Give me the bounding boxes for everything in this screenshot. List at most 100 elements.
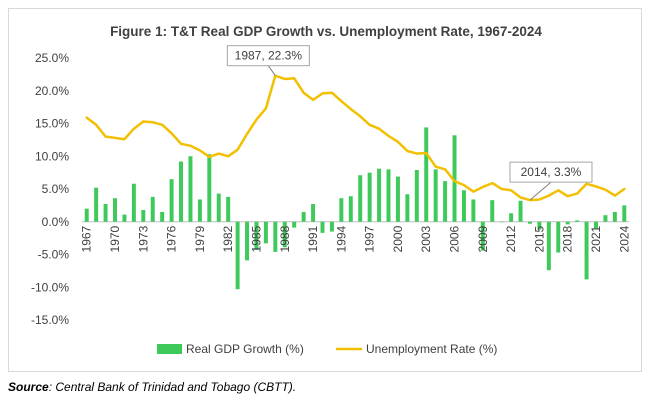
y-tick-label: 0.0% [42, 215, 70, 229]
y-axis-ticks: 25.0% 20.0% 15.0% 10.0% 5.0% 0.0% -5.0% -10.0% -… [31, 51, 69, 327]
gdp-bar [546, 221, 551, 271]
gdp-bar [169, 179, 174, 222]
gdp-bar [131, 183, 136, 222]
gdp-bar [263, 221, 268, 244]
gdp-bars [84, 127, 627, 290]
x-tick-label: 1991 [306, 225, 320, 252]
gdp-bar [405, 194, 410, 222]
chart-title: Figure 1: T&T Real GDP Growth vs. Unempl… [110, 24, 542, 39]
x-tick-label: 1994 [334, 225, 348, 252]
gdp-bar [565, 221, 570, 225]
gdp-bar [367, 172, 372, 222]
legend-bar-label: Real GDP Growth (%) [186, 342, 304, 356]
gdp-bar [518, 200, 523, 222]
gdp-bar [386, 169, 391, 222]
gdp-bar [612, 211, 617, 222]
source-text: : Central Bank of Trinidad and Tobago (C… [48, 380, 297, 394]
gdp-bar [122, 214, 127, 222]
x-tick-label: 2018 [561, 225, 575, 252]
gdp-bar [94, 187, 99, 222]
gdp-bar [113, 198, 117, 222]
gdp-bar [292, 221, 297, 228]
x-axis-ticks: 1967 1970 1973 1976 1979 1982 1985 1988 1991 1994… [80, 225, 632, 252]
callouts: 1987, 22.3% 2014, 3.3% [226, 45, 593, 201]
x-tick-label: 1988 [278, 225, 292, 252]
x-tick-label: 1967 [80, 225, 94, 252]
gdp-bar [537, 221, 542, 230]
gdp-bar [499, 221, 504, 223]
x-tick-label: 2003 [419, 225, 433, 252]
gdp-bar [490, 200, 495, 222]
callout-leader [267, 65, 276, 76]
callout-box [509, 161, 593, 183]
x-tick-label: 1997 [363, 225, 377, 252]
y-tick-label: -15.0% [31, 313, 69, 327]
callout-box [226, 45, 310, 67]
gdp-bar [329, 221, 334, 232]
gdp-bar [594, 221, 598, 229]
gdp-bar [471, 199, 476, 222]
gdp-bar [556, 221, 561, 253]
gdp-bar [245, 221, 250, 261]
gdp-bar [197, 199, 202, 222]
gdp-bar [216, 193, 221, 222]
chart-svg: Figure 1: T&T Real GDP Growth vs. Unempl… [31, 24, 632, 356]
gdp-bar [348, 196, 353, 222]
y-tick-label: 25.0% [35, 51, 69, 65]
x-tick-label: 1970 [108, 225, 122, 252]
gdp-bar [452, 135, 457, 222]
y-tick-label: 5.0% [42, 182, 70, 196]
gdp-bar [575, 220, 580, 222]
y-tick-label: 15.0% [35, 117, 69, 131]
gdp-bar [320, 221, 325, 233]
x-tick-label: 1979 [193, 225, 207, 252]
x-tick-label: 1985 [249, 225, 263, 252]
callout-label: 2014, 3.3% [521, 165, 582, 179]
legend-bar-swatch [157, 344, 182, 354]
y-tick-label: 10.0% [35, 149, 69, 163]
gdp-bar [443, 181, 448, 222]
gdp-bar [311, 204, 316, 222]
gdp-bar [188, 156, 193, 222]
gdp-bar [433, 169, 438, 222]
gdp-bar [226, 196, 231, 222]
gdp-bar [339, 198, 344, 222]
x-tick-label: 1976 [165, 225, 179, 252]
gdp-bar [141, 209, 146, 222]
gdp-bar [282, 221, 287, 248]
gdp-bar [150, 196, 155, 222]
x-tick-label: 2015 [532, 225, 546, 252]
callout-leader [529, 181, 552, 201]
gdp-bar [160, 211, 165, 222]
gdp-bar [395, 176, 400, 222]
x-tick-label: 2000 [391, 225, 405, 252]
legend: Real GDP Growth (%) Unemployment Rate (%… [157, 342, 497, 356]
gdp-bar [301, 211, 306, 222]
gdp-bar [207, 154, 212, 222]
gdp-bar [622, 205, 627, 222]
callout-label: 1987, 22.3% [235, 49, 303, 63]
x-tick-label: 2021 [589, 225, 603, 252]
gdp-bar [414, 170, 419, 222]
x-tick-label: 2012 [504, 225, 518, 252]
unemployment-line [85, 74, 626, 202]
y-tick-label: 20.0% [35, 84, 69, 98]
x-tick-label: 2006 [448, 225, 462, 252]
x-tick-label: 2009 [476, 225, 490, 252]
gdp-bar [424, 127, 429, 222]
gdp-bar [377, 168, 382, 222]
gdp-bar [273, 221, 278, 252]
gdp-bar [103, 204, 108, 222]
x-tick-label: 1973 [136, 225, 150, 252]
gdp-bar [480, 221, 485, 251]
y-tick-label: -10.0% [31, 280, 69, 294]
gdp-bar [461, 190, 466, 222]
gdp-bar [179, 161, 184, 222]
gdp-bar [254, 221, 259, 250]
gdp-bar [584, 221, 589, 280]
source-note: Source: Central Bank of Trinidad and Tob… [8, 380, 296, 394]
y-tick-label: -5.0% [38, 248, 70, 262]
chart-frame: Figure 1: T&T Real GDP Growth vs. Unempl… [8, 8, 642, 372]
legend-line-label: Unemployment Rate (%) [366, 342, 497, 356]
gdp-bar [84, 208, 89, 222]
